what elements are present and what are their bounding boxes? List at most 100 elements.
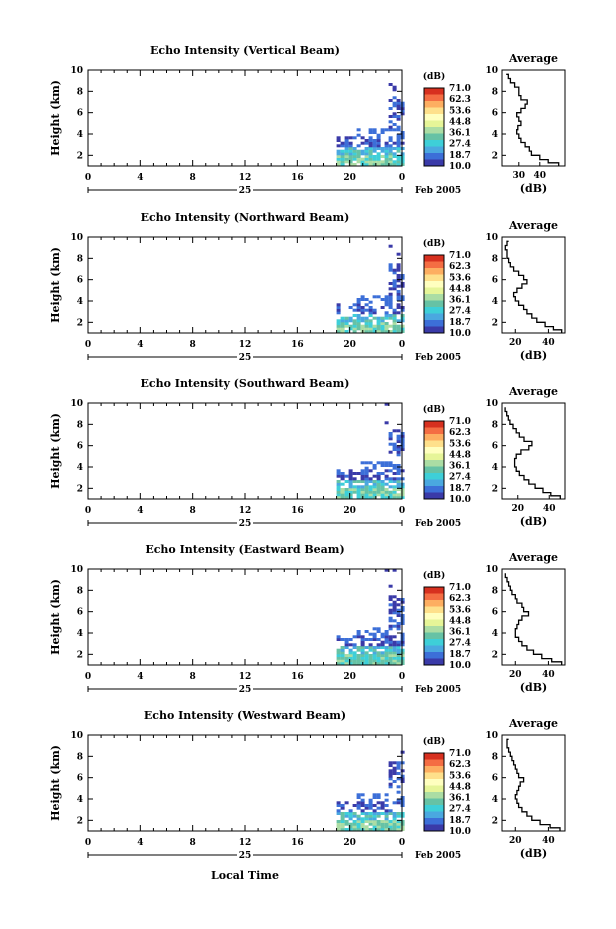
heatmap-cell <box>380 149 385 153</box>
heatmap-cell <box>352 488 357 491</box>
heatmap-cell <box>388 828 393 831</box>
x-axis-label: Local Time <box>211 869 279 882</box>
heatmap-cell <box>344 319 349 323</box>
heatmap-cell <box>400 796 405 799</box>
heatmap-cell <box>368 149 373 153</box>
heatmap-cell <box>336 324 341 328</box>
heatmap-cell <box>372 825 377 829</box>
heatmap-cell <box>368 155 373 158</box>
avg-x-tick-label: 20 <box>509 338 522 348</box>
heatmap-cell <box>400 662 405 665</box>
average-profile-line <box>506 73 560 166</box>
heatmap-cell <box>388 314 393 317</box>
heatmap-cell <box>340 646 345 649</box>
average-panel: Average 10 8 6 4 2 30 40(dB) <box>485 52 566 195</box>
heatmap-cell <box>388 268 393 272</box>
heatmap-cell <box>368 806 373 810</box>
heatmap-cell <box>396 480 401 483</box>
heatmap-cell <box>336 801 341 805</box>
heatmap-cell <box>392 772 397 775</box>
y-tick-label: 6 <box>77 276 83 286</box>
heatmap-cell <box>344 828 349 831</box>
heatmap-cell <box>368 324 373 328</box>
heatmap-cell <box>376 627 381 631</box>
colorbar-swatch <box>424 427 444 435</box>
y-tick-label: 10 <box>70 731 83 741</box>
heatmap-cell <box>392 448 397 451</box>
avg-y-tick-label: 10 <box>485 399 498 409</box>
heatmap-cell <box>388 493 393 497</box>
heatmap-cell <box>376 295 381 299</box>
colorbar-label: 27.4 <box>449 473 471 483</box>
colorbar-swatch <box>424 255 444 262</box>
heatmap-cell <box>348 149 353 153</box>
heatmap-cell <box>388 120 393 124</box>
heatmap-cell <box>384 149 389 153</box>
heatmap-cell <box>336 155 341 158</box>
heatmap-cell <box>392 635 397 639</box>
avg-y-tick-label: 4 <box>492 297 498 307</box>
heatmap-cell <box>384 638 389 641</box>
heatmap-cell <box>336 493 341 497</box>
heatmap-cell <box>392 319 397 323</box>
heatmap-cell <box>388 477 393 481</box>
heatmap-cell <box>364 493 369 497</box>
avg-y-tick-label: 4 <box>492 795 498 805</box>
y-tick-label: 6 <box>77 109 83 119</box>
heatmap-cell <box>376 659 381 663</box>
heatmap-cell <box>348 160 353 164</box>
colorbar-swatch <box>424 127 444 134</box>
heatmap-cell <box>380 493 385 497</box>
heatmap-cell <box>396 295 401 299</box>
avg-y-tick-label: 2 <box>492 318 498 328</box>
heatmap-cell <box>392 496 397 499</box>
heatmap-cell <box>372 144 377 148</box>
heatmap-cell <box>400 804 405 807</box>
x-tick-label: 12 <box>239 506 252 516</box>
heatmap-cell <box>360 485 365 489</box>
colorbar-label: 36.1 <box>449 794 471 804</box>
heatmap-cell <box>400 632 405 636</box>
colorbar-swatch <box>424 805 444 812</box>
x-tick-label: 0 <box>85 838 91 848</box>
heatmap-cell <box>400 777 405 781</box>
heatmap-cell <box>348 654 353 657</box>
heatmap-cell <box>400 488 405 491</box>
heatmap-cell <box>388 450 393 454</box>
heatmap-cell <box>396 149 401 153</box>
heatmap-cell <box>344 157 349 161</box>
heatmap-cell <box>380 322 385 325</box>
heatmap-cell <box>396 324 401 328</box>
avg-x-tick-label: 20 <box>511 504 524 514</box>
heatmap-cell <box>336 828 341 831</box>
heatmap-cell <box>340 477 345 481</box>
x-tick-label: 8 <box>190 340 196 350</box>
heatmap-cell <box>396 284 401 288</box>
heatmap-cell <box>344 330 349 333</box>
heatmap-cell <box>372 814 377 818</box>
x-tick-label: 0 <box>85 672 91 682</box>
colorbar-label: 36.1 <box>449 628 471 638</box>
heatmap-cell <box>384 311 389 315</box>
heatmap-cell <box>364 316 369 320</box>
average-title: Average <box>508 551 558 564</box>
colorbar-label: 71.0 <box>449 583 471 593</box>
heatmap-cell <box>364 825 369 829</box>
heatmap-cell <box>400 432 405 435</box>
heatmap-cell <box>348 327 353 331</box>
plot-frame <box>87 568 403 666</box>
heatmap-cell <box>360 654 365 657</box>
heatmap-cell <box>360 480 365 483</box>
heatmap-cell <box>396 812 401 815</box>
heatmap-cell <box>396 828 401 831</box>
colorbar-frame <box>423 420 445 500</box>
heatmap-cell <box>336 812 341 815</box>
heatmap-cell <box>392 488 397 491</box>
heatmap-cell <box>384 814 389 818</box>
heatmap-cell <box>396 133 401 137</box>
heatmap-cell <box>352 152 357 156</box>
heatmap-cell <box>396 777 401 781</box>
heatmap-cell <box>384 820 389 823</box>
heatmap-cell <box>336 474 341 478</box>
heatmap-cell <box>368 817 373 821</box>
